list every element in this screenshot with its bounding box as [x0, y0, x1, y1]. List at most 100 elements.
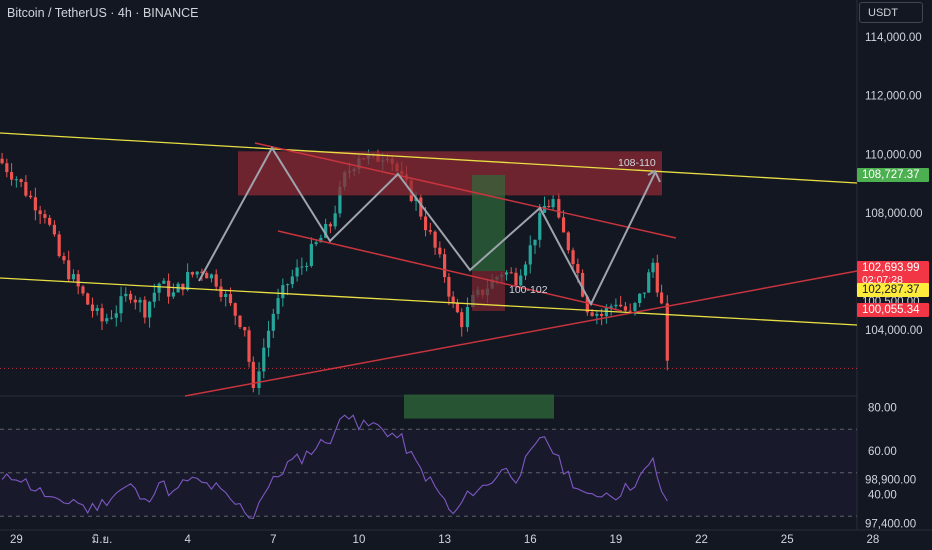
candle-body	[0, 158, 4, 164]
candle-body	[219, 286, 223, 298]
candle-body	[523, 264, 528, 276]
candle-body	[423, 216, 428, 231]
candle-body	[509, 272, 513, 274]
candle-body	[633, 302, 637, 311]
time-axis-label: 19	[610, 534, 623, 546]
time-axis-label: 4	[184, 534, 191, 546]
candle-body	[324, 224, 328, 238]
candle-body	[266, 330, 271, 348]
candle-body	[557, 199, 561, 218]
time-axis-label: 10	[353, 534, 366, 546]
candle-body	[438, 247, 442, 255]
candle-body	[285, 284, 290, 286]
candle-body	[143, 299, 147, 318]
candle-body	[24, 182, 28, 196]
candle-body	[43, 214, 47, 218]
candle-body	[561, 217, 566, 233]
candle-body	[628, 310, 632, 312]
price-axis-tick-label: 110,000.00	[865, 149, 922, 161]
candle-body	[281, 285, 285, 299]
time-axis-label: 22	[695, 534, 708, 546]
candle-body	[209, 274, 214, 279]
candle-body	[257, 371, 261, 389]
candle-body	[247, 330, 251, 362]
price-axis-tick-label: 98,900.00	[865, 475, 916, 487]
price-tag-target: 108,727.37	[857, 168, 929, 182]
candle-body	[428, 230, 432, 232]
candle-body	[514, 272, 518, 286]
candle-body	[81, 286, 85, 294]
candle-body	[100, 308, 104, 322]
candle-body	[276, 298, 280, 314]
rsi-line	[1, 414, 668, 519]
candle-body	[214, 274, 218, 287]
support-zone	[404, 394, 554, 419]
candle-body	[57, 234, 61, 257]
candle-body	[538, 212, 542, 240]
candle-body	[328, 224, 332, 227]
candle-body	[290, 276, 294, 285]
candle-body	[167, 280, 171, 297]
time-axis-label: 25	[781, 534, 794, 546]
current-price-value: 102,693.99	[862, 262, 920, 274]
candle-body	[14, 179, 18, 181]
candle-body	[609, 306, 613, 308]
candle-body	[519, 275, 523, 286]
candle-body	[305, 266, 309, 268]
candle-body	[604, 307, 608, 317]
currency-selector-button[interactable]: USDT	[859, 2, 923, 23]
rsi-axis-tick-label: 80.00	[868, 403, 897, 415]
candle-body	[190, 272, 195, 275]
candle-body	[33, 197, 37, 211]
candle-body	[576, 263, 580, 273]
candle-body	[243, 327, 247, 331]
candle-body	[162, 280, 166, 284]
candle-body	[128, 293, 133, 300]
candle-body	[451, 296, 455, 303]
candle-body	[133, 299, 137, 303]
candle-body	[314, 242, 318, 245]
candle-body	[595, 313, 599, 316]
candle-body	[638, 293, 642, 303]
candle-body	[300, 266, 304, 268]
candle-body	[619, 304, 623, 307]
candle-body	[71, 274, 76, 280]
wedge-lower-trendline	[277, 230, 623, 312]
candle-body	[590, 312, 594, 316]
candle-body	[528, 245, 532, 265]
candle-body	[580, 272, 585, 297]
price-tag-level: 102,287.37	[857, 283, 929, 297]
price-axis-tick-label: 104,000.00	[865, 325, 923, 337]
candle-body	[195, 271, 199, 275]
time-axis-label: มิ.ย.	[92, 533, 113, 546]
candle-body	[29, 195, 33, 198]
price-tag-value: 102,287.37	[862, 284, 920, 296]
candle-body	[333, 213, 337, 227]
candle-body	[5, 163, 9, 173]
candle-body	[504, 272, 509, 275]
support-zone-label: 100-102	[509, 284, 548, 296]
price-tag-value: 100,055.34	[862, 304, 920, 316]
candle-body	[67, 260, 71, 280]
candle-body	[114, 313, 118, 318]
candle-body	[228, 294, 233, 304]
candle-body	[542, 205, 547, 213]
candle-body	[52, 224, 57, 235]
channel-lower-line	[0, 277, 858, 326]
candle-body	[571, 250, 575, 264]
long-position-target	[472, 175, 505, 271]
candle-body	[642, 292, 647, 294]
candle-body	[171, 292, 175, 297]
candle-body	[665, 303, 669, 361]
time-axis-label: 16	[524, 534, 537, 546]
candle-body	[109, 317, 114, 319]
resistance-zone-label: 108-110	[618, 157, 656, 169]
candle-body	[19, 179, 23, 183]
candle-body	[200, 271, 204, 273]
price-axis-tick-label: 108,000.00	[865, 208, 923, 220]
candle-body	[623, 306, 628, 311]
wedge-upper-trendline	[254, 142, 677, 239]
candle-body	[585, 296, 589, 313]
candle-body	[338, 186, 342, 214]
